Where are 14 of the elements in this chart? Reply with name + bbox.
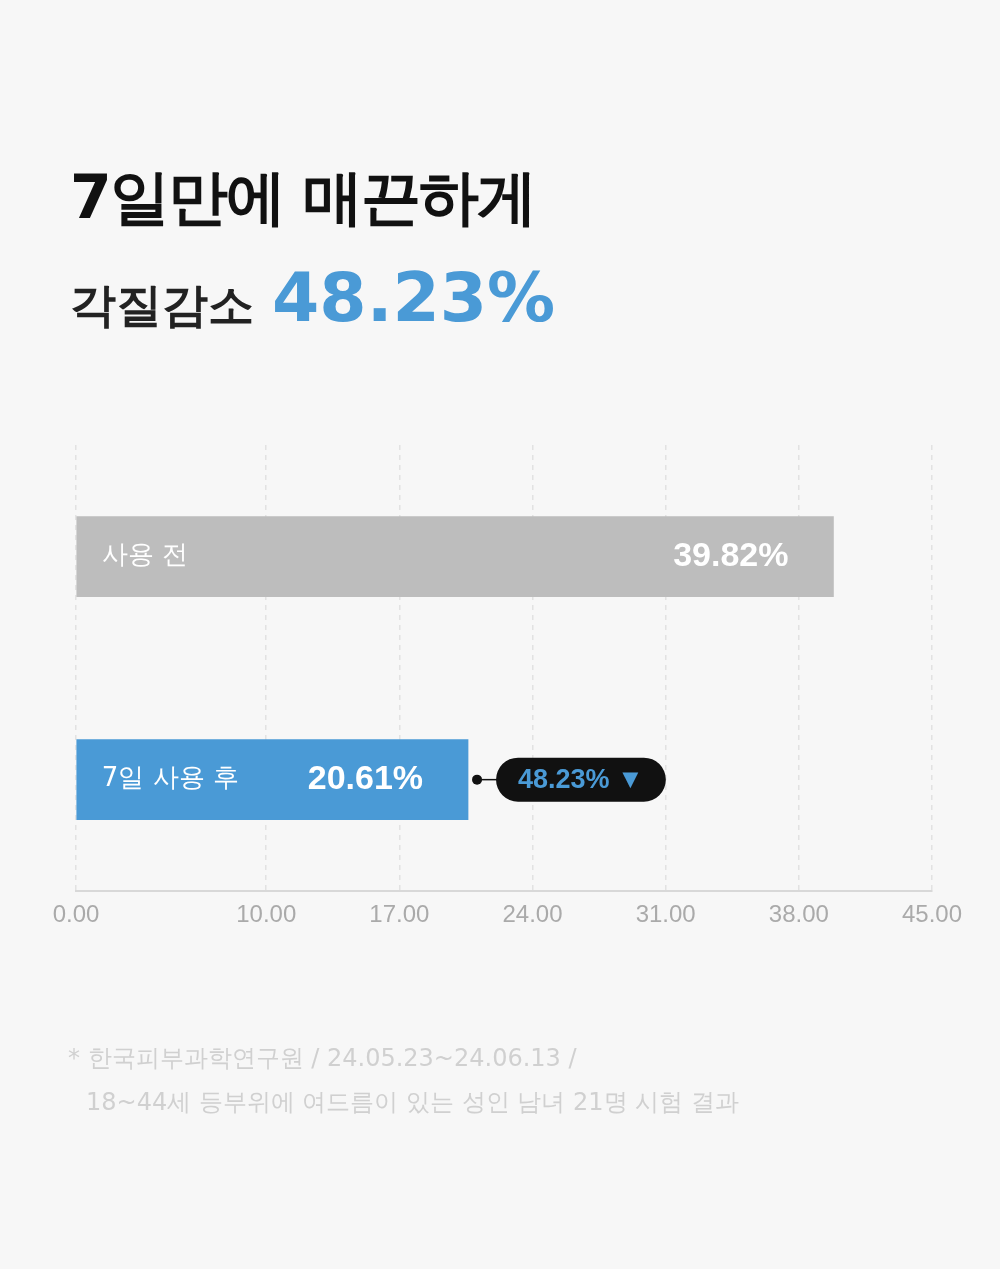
annotation: 48.23% ▼ [518, 764, 644, 795]
x-tick-label: 31.00 [635, 900, 696, 928]
x-tick-label: 24.00 [502, 900, 563, 928]
chart-subtitle: 각질감소 48.23% [70, 258, 556, 337]
y-tick-label: 사용 전 [101, 539, 189, 570]
data-label: 39.82% [673, 534, 789, 573]
x-tick-label: 17.00 [369, 900, 430, 928]
x-tick-label: 45.00 [901, 900, 963, 928]
x-tick-label: 0.00 [52, 900, 100, 928]
y-tick-label: 7일 사용 후 [101, 762, 239, 793]
x-tick-label: 38.00 [768, 900, 829, 928]
chart-title: 7일만에 매끈하게 [70, 161, 535, 234]
data-label: 20.61% [307, 758, 424, 797]
x-tick-label: 10.00 [236, 900, 297, 928]
